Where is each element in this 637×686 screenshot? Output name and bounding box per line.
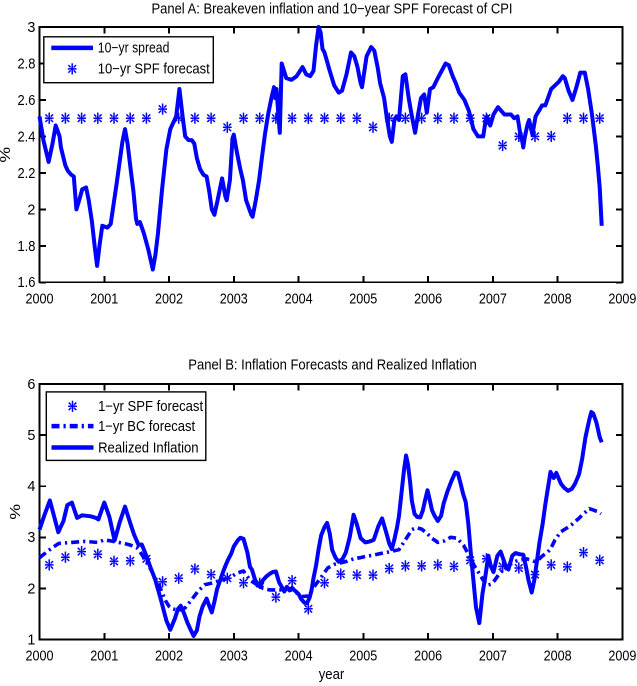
svg-text:year: year [319,667,345,683]
svg-text:Panel A: Breakeven inflation a: Panel A: Breakeven inflation and 10−year… [152,1,513,17]
svg-text:%: % [0,147,14,163]
svg-text:2001: 2001 [90,292,118,308]
svg-text:2.2: 2.2 [18,166,36,182]
svg-text:2000: 2000 [26,292,54,308]
svg-text:2008: 2008 [544,292,572,308]
svg-text:1−yr BC forecast: 1−yr BC forecast [98,419,195,435]
svg-text:5: 5 [27,428,35,444]
svg-text:1.8: 1.8 [18,239,36,255]
svg-text:%: % [7,504,24,520]
svg-text:2001: 2001 [90,648,118,664]
svg-text:Realized Inflation: Realized Inflation [98,440,199,456]
svg-text:3: 3 [27,20,35,36]
svg-text:2008: 2008 [544,648,572,664]
svg-text:1.6: 1.6 [18,275,36,291]
svg-text:2003: 2003 [220,648,248,664]
svg-text:2.4: 2.4 [18,129,36,145]
svg-text:2003: 2003 [220,292,248,308]
svg-text:10−yr SPF forecast: 10−yr SPF forecast [98,62,210,78]
svg-text:1: 1 [27,633,35,649]
svg-text:2: 2 [27,581,35,597]
svg-text:2009: 2009 [608,292,636,308]
svg-text:2005: 2005 [349,648,377,664]
svg-text:1−yr SPF forecast: 1−yr SPF forecast [98,399,203,415]
svg-text:2007: 2007 [479,648,507,664]
svg-text:2009: 2009 [608,648,636,664]
svg-text:2006: 2006 [414,292,442,308]
svg-text:2005: 2005 [349,292,377,308]
svg-text:2.8: 2.8 [18,56,36,72]
svg-text:2002: 2002 [155,648,183,664]
svg-text:2002: 2002 [155,292,183,308]
svg-text:2007: 2007 [479,292,507,308]
svg-text:Panel B: Inflation Forecasts a: Panel B: Inflation Forecasts and Realize… [188,357,477,373]
svg-text:6: 6 [27,377,35,393]
svg-text:2.6: 2.6 [18,93,36,109]
svg-text:2000: 2000 [26,648,54,664]
svg-text:2: 2 [27,202,35,218]
svg-text:2004: 2004 [285,648,313,664]
svg-text:2006: 2006 [414,648,442,664]
svg-text:4: 4 [27,479,35,495]
svg-text:10−yr spread: 10−yr spread [98,41,170,57]
svg-text:2004: 2004 [285,292,313,308]
svg-text:3: 3 [27,530,35,546]
